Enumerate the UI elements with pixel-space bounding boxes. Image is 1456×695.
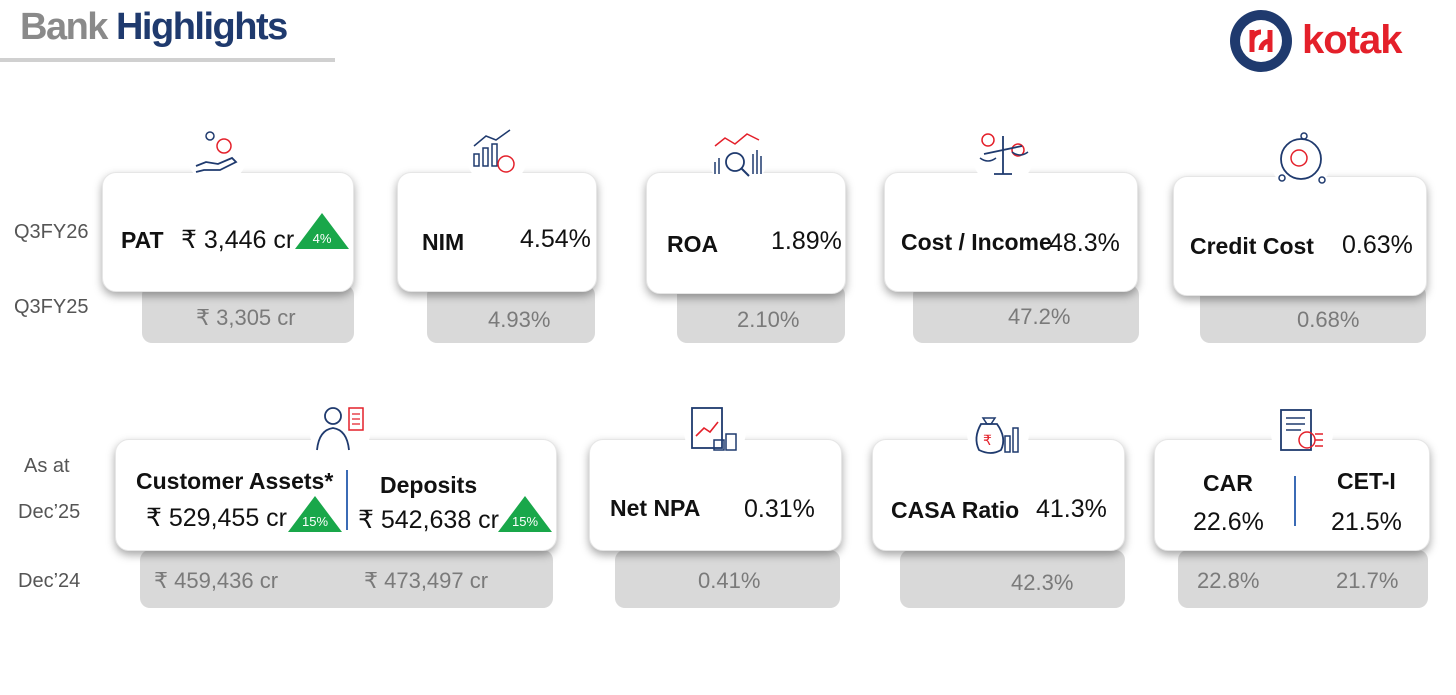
money-bag-icon: ₹ (967, 402, 1029, 464)
car-value: 22.6% (1193, 508, 1264, 536)
kotak-logo-text: kotak (1302, 18, 1402, 62)
casa-value: 41.3% (1036, 495, 1107, 523)
credit-cost-card: Credit Cost 0.63% (1173, 176, 1427, 296)
roa-value: 1.89% (771, 227, 842, 255)
pat-prior-value: ₹ 3,305 cr (196, 305, 296, 330)
row-label-q3fy25: Q3FY25 (14, 296, 89, 318)
cost-income-prior-value: 47.2% (1008, 304, 1071, 329)
assets-prior-value: ₹ 459,436 cr (154, 568, 279, 593)
customer-icon (309, 398, 371, 460)
pat-card: PAT ₹ 3,446 cr 4% (102, 172, 354, 292)
nim-card: NIM 4.54% (397, 172, 597, 292)
roa-label: ROA (667, 231, 719, 257)
title-underline (0, 58, 335, 62)
deposits-value: ₹ 542,638 cr (358, 506, 499, 534)
assets-growth-badge: 15% (288, 496, 342, 532)
rupee-cycle-icon (1270, 128, 1332, 190)
kotak-logo: kotak (1230, 6, 1430, 72)
assets-deposits-divider (346, 470, 348, 530)
car-cet-divider (1294, 476, 1296, 526)
analytics-magnifier-icon (707, 124, 769, 186)
report-chart-icon (684, 400, 746, 462)
svg-text:₹: ₹ (983, 433, 992, 449)
kotak-logo-mark-icon (1230, 10, 1292, 72)
car-prior-value: 22.8% (1197, 568, 1260, 593)
pat-prior-box (142, 285, 354, 343)
assets-growth-text: 15% (301, 514, 329, 529)
roa-card: ROA 1.89% (646, 172, 846, 294)
credit-cost-value: 0.63% (1342, 231, 1413, 259)
nim-value: 4.54% (520, 225, 591, 253)
document-coins-icon (1271, 402, 1333, 464)
nim-prior-box (427, 285, 595, 343)
cet-label: CET-I (1337, 468, 1396, 494)
deposits-growth-text: 15% (511, 514, 539, 529)
rupee-hand-icon (186, 122, 248, 184)
deposits-growth-badge: 15% (498, 496, 552, 532)
growth-chart-icon (466, 124, 528, 186)
pat-label: PAT (121, 227, 164, 253)
pat-growth-text: 4% (312, 231, 332, 246)
cost-income-card: Cost / Income 48.3% (884, 172, 1138, 292)
casa-prior-value: 42.3% (1011, 570, 1074, 595)
npa-prior-box (615, 550, 840, 608)
title-word-highlights: Highlights (115, 6, 288, 48)
cet-prior-value: 21.7% (1336, 568, 1399, 593)
npa-value: 0.31% (744, 495, 815, 523)
casa-prior-box (900, 550, 1125, 608)
cost-income-label: Cost / Income (901, 229, 1052, 255)
npa-label: Net NPA (610, 495, 701, 521)
page-title: Bank Highlights (20, 6, 288, 49)
cet-value: 21.5% (1331, 508, 1402, 536)
pat-growth-badge: 4% (295, 213, 349, 249)
casa-label: CASA Ratio (891, 497, 1020, 523)
customer-assets-label: Customer Assets* (136, 468, 334, 494)
assets-deposits-prior-box (140, 550, 553, 608)
nim-label: NIM (422, 229, 465, 255)
deposits-prior-value: ₹ 473,497 cr (364, 568, 489, 593)
row-label-q3fy26: Q3FY26 (14, 221, 89, 243)
car-cet-prior-box (1178, 550, 1428, 608)
customer-assets-value: ₹ 529,455 cr (146, 504, 287, 532)
pat-value: ₹ 3,446 cr (181, 226, 295, 254)
balance-scale-icon (972, 124, 1034, 186)
roa-prior-value: 2.10% (737, 307, 800, 332)
npa-prior-value: 0.41% (698, 568, 761, 593)
row-label-as-at: As at (24, 455, 70, 477)
deposits-label: Deposits (380, 472, 478, 498)
title-word-bank: Bank (20, 6, 108, 48)
row-label-dec24: Dec’24 (18, 570, 81, 592)
nim-prior-value: 4.93% (488, 307, 551, 332)
credit-cost-prior-value: 0.68% (1297, 307, 1360, 332)
cost-income-value: 48.3% (1049, 229, 1120, 257)
credit-cost-label: Credit Cost (1190, 233, 1314, 259)
cost-income-prior-box (913, 285, 1139, 343)
row-label-dec25: Dec’25 (18, 501, 81, 523)
car-label: CAR (1203, 470, 1253, 496)
roa-prior-box (677, 285, 845, 343)
